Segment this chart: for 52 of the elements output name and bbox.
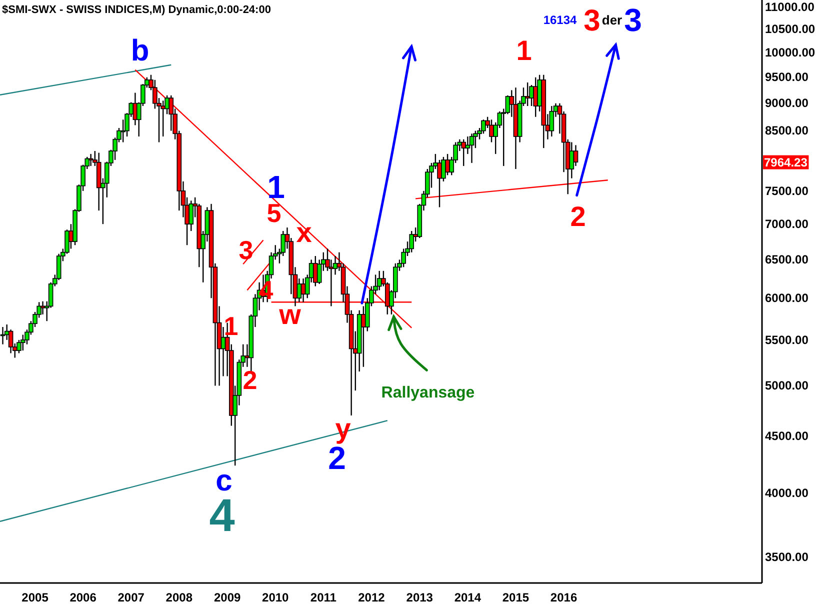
annotation: 3 bbox=[584, 4, 600, 38]
annotation: 4 bbox=[258, 275, 274, 306]
annotation: 3 bbox=[624, 2, 642, 38]
annotation: 3 bbox=[238, 235, 254, 266]
y-tick-label: 5000.00 bbox=[765, 378, 809, 393]
candlestick bbox=[8, 328, 14, 354]
y-tick-label: 4000.00 bbox=[765, 486, 809, 500]
y-tick-label: 3500.00 bbox=[765, 550, 809, 564]
x-tick-label: 2015 bbox=[502, 590, 530, 605]
candlestick bbox=[409, 230, 414, 253]
annotation: w bbox=[278, 298, 302, 330]
x-tick-label: 2016 bbox=[550, 590, 578, 605]
candlestick bbox=[88, 153, 94, 167]
candlestick bbox=[461, 138, 466, 167]
x-tick-label: 2014 bbox=[454, 590, 482, 605]
y-tick-label: 7500.00 bbox=[765, 184, 809, 198]
y-tick-label: 4500.00 bbox=[765, 429, 809, 444]
annotation: 1 bbox=[224, 311, 238, 342]
candlestick bbox=[549, 105, 554, 138]
y-tick-label: 6500.00 bbox=[765, 252, 809, 267]
y-tick-label: 11000.00 bbox=[765, 0, 815, 14]
annotation: der bbox=[602, 12, 622, 28]
annotation: b bbox=[130, 34, 150, 68]
y-tick-label: 9000.00 bbox=[765, 96, 809, 110]
x-tick-label: 2012 bbox=[358, 590, 386, 605]
x-tick-label: 2008 bbox=[166, 590, 193, 605]
candlestick bbox=[469, 133, 474, 164]
x-tick-label: 2007 bbox=[118, 590, 145, 605]
y-tick-label: 10000.00 bbox=[765, 46, 816, 60]
x-tick-label: 2009 bbox=[214, 590, 241, 605]
annotation: 2 bbox=[242, 365, 258, 396]
y-tick-label: 6000.00 bbox=[765, 290, 809, 305]
y-tick-label: 9500.00 bbox=[765, 70, 809, 84]
y-tick-label: 8500.00 bbox=[765, 124, 809, 138]
x-tick-label: 2013 bbox=[406, 590, 434, 605]
y-tick-label: 7000.00 bbox=[765, 216, 809, 231]
x-tick-label: 2010 bbox=[262, 590, 290, 605]
annotation: 16134 bbox=[543, 13, 578, 28]
candlestick bbox=[573, 144, 578, 167]
y-tick-label: 5500.00 bbox=[765, 332, 809, 347]
annotation: Rallyansage bbox=[381, 384, 475, 402]
x-tick-label: 2006 bbox=[70, 590, 97, 605]
x-tick-label: 2005 bbox=[22, 590, 49, 605]
text: 7964.23 bbox=[764, 155, 808, 170]
annotation: c bbox=[216, 464, 232, 498]
annotation: 1 bbox=[516, 34, 532, 66]
chart-title: $SMI-SWX - SWISS INDICES,M) Dynamic,0:00-24:00 bbox=[2, 4, 271, 16]
y-tick-label: 10500.00 bbox=[765, 22, 816, 36]
annotation: x bbox=[296, 216, 312, 248]
x-tick-label: 2011 bbox=[310, 590, 337, 605]
annotation: 2 bbox=[570, 200, 586, 232]
candlestick bbox=[525, 82, 530, 107]
